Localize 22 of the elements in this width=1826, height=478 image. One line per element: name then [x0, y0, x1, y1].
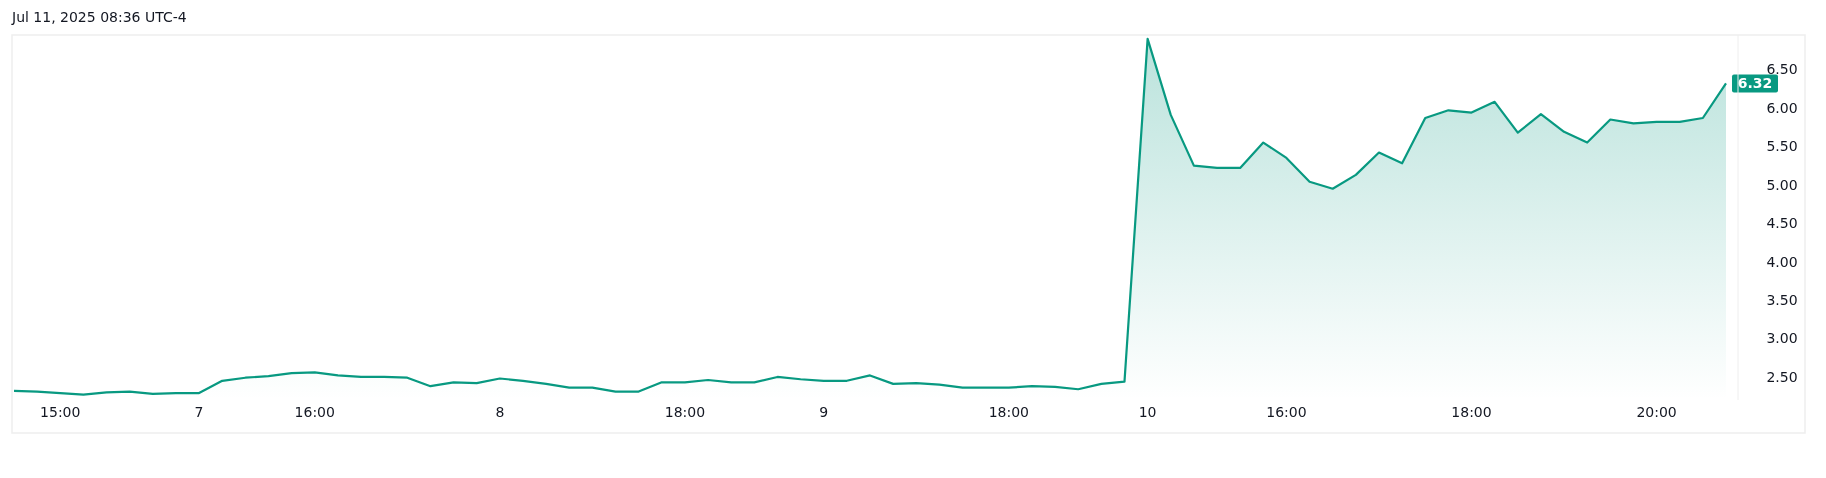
- y-tick-label: 5.50: [1766, 138, 1798, 155]
- x-tick-label: 10: [1138, 404, 1157, 420]
- x-tick-label: 16:00: [1266, 404, 1307, 420]
- y-tick-label: 3.00: [1766, 330, 1798, 347]
- x-tick-label: 20:00: [1636, 404, 1677, 420]
- x-tick-label: 15:00: [40, 404, 81, 420]
- y-tick-label: 3.50: [1766, 292, 1798, 309]
- y-tick-label: 6.00: [1766, 99, 1798, 116]
- y-tick-label: 6.50: [1766, 61, 1798, 78]
- y-tick-label: 2.50: [1766, 368, 1798, 385]
- text: Jul 11, 2025 08:36 UTC-4: [11, 9, 187, 25]
- x-tick-label: 7: [194, 404, 204, 420]
- data-label: 6.32: [1737, 75, 1773, 92]
- y-tick-label: 4.50: [1766, 215, 1798, 232]
- x-tick-label: 16:00: [294, 404, 335, 420]
- x-tick-label: 9: [819, 404, 829, 420]
- y-tick-label: 5.00: [1766, 176, 1798, 193]
- y-tick-label: 4.00: [1766, 253, 1798, 270]
- x-tick-label: 18:00: [664, 404, 706, 420]
- x-tick-label: 8: [495, 404, 505, 420]
- x-tick-label: 18:00: [988, 404, 1029, 420]
- x-tick-label: 18:00: [1451, 404, 1492, 420]
